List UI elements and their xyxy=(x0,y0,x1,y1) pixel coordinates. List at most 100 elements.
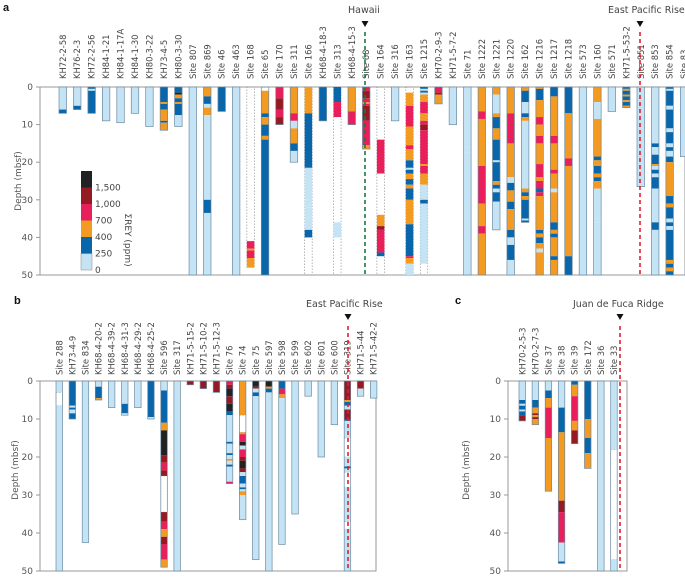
core-outline xyxy=(174,86,183,127)
core-column: Site 1220 xyxy=(506,39,516,276)
site-label: KH71-5-12-3 xyxy=(211,322,221,375)
site-label: Site 599 xyxy=(290,340,300,375)
legend-swatch xyxy=(80,253,93,271)
core-segment xyxy=(261,90,269,114)
core-outline xyxy=(463,86,472,276)
core-segment xyxy=(521,117,529,121)
core-column: Site 317 xyxy=(172,340,182,572)
core-segment xyxy=(95,386,102,399)
core-segment xyxy=(558,542,565,562)
marker-arrow-icon xyxy=(616,314,624,320)
core-segment xyxy=(160,103,168,110)
site-label: Site 160 xyxy=(592,44,602,79)
core-segment xyxy=(571,381,578,385)
core-outline xyxy=(564,86,573,276)
core-segment xyxy=(506,113,515,144)
core-segment xyxy=(265,388,273,393)
core-segment xyxy=(362,105,370,121)
site-label: Site 76 xyxy=(225,346,235,375)
y-tick-label: 30 xyxy=(22,491,34,501)
core-outline xyxy=(317,380,325,458)
core-segment xyxy=(160,512,168,522)
site-label: KH68-4-15-3 xyxy=(347,26,357,79)
core-segment xyxy=(665,90,674,106)
core-segment xyxy=(239,491,246,495)
core-segment xyxy=(593,222,602,275)
core-segment xyxy=(593,181,602,189)
core-segment xyxy=(492,184,500,189)
core-segment xyxy=(420,203,428,264)
core-segment xyxy=(304,207,313,230)
core-segment xyxy=(69,405,76,408)
core-segment xyxy=(535,181,544,189)
core-segment xyxy=(665,143,674,148)
y-tick-label: 20 xyxy=(490,453,502,463)
core-segment xyxy=(532,413,539,416)
core-outline xyxy=(665,86,674,276)
core-segment xyxy=(116,87,125,123)
core-segment xyxy=(420,130,428,165)
core-segment xyxy=(519,411,526,416)
core-segment xyxy=(558,381,565,408)
core-unsampled-outline xyxy=(246,86,255,268)
core-segment xyxy=(519,405,526,410)
core-outline xyxy=(330,380,338,426)
core-column: Site 162 xyxy=(520,44,530,223)
site-label: Site 168 xyxy=(246,44,256,79)
core-segment xyxy=(506,237,515,245)
core-segment xyxy=(261,113,269,118)
site-label: KH72-2-56 xyxy=(87,35,97,79)
marker-arrow-icon xyxy=(636,21,644,27)
core-segment xyxy=(492,160,500,163)
core-segment xyxy=(226,388,233,397)
core-segment xyxy=(506,209,515,230)
core-column: Site 600 xyxy=(329,340,339,426)
panel-c-letter: c xyxy=(455,295,461,307)
core-segment xyxy=(593,173,602,178)
site-label: KH84-1-30 xyxy=(130,35,140,79)
site-label: Site 317 xyxy=(172,340,182,375)
core-segment xyxy=(608,87,616,112)
core-segment xyxy=(174,87,183,93)
site-label: Site 1218 xyxy=(564,39,574,79)
core-segment xyxy=(550,229,558,234)
core-segment xyxy=(405,263,414,275)
core-column: Site 853 xyxy=(650,44,660,276)
core-segment xyxy=(376,214,385,227)
core-segment xyxy=(261,139,269,275)
core-segment xyxy=(519,415,526,421)
core-column: KH71-5-10-2 xyxy=(198,322,208,389)
core-segment xyxy=(56,405,63,571)
core-segment xyxy=(535,252,544,275)
y-tick-label: 50 xyxy=(490,567,502,577)
core-segment xyxy=(665,132,674,144)
core-segment xyxy=(521,218,529,221)
core-segment xyxy=(651,173,659,178)
core-segment xyxy=(564,113,573,159)
site-label: Site 68 xyxy=(361,50,371,79)
core-segment xyxy=(558,432,565,501)
core-segment xyxy=(362,145,370,150)
core-segment xyxy=(239,449,246,457)
core-segment xyxy=(519,400,526,404)
core-segment xyxy=(492,113,500,118)
core-segment xyxy=(318,381,325,457)
core-segment xyxy=(651,147,659,155)
site-label: KH68-4-20-2 xyxy=(94,322,104,375)
core-segment xyxy=(291,381,299,514)
core-segment xyxy=(622,94,631,97)
core-segment xyxy=(376,226,385,230)
core-segment xyxy=(239,468,246,473)
core-segment xyxy=(344,400,351,402)
core-segment xyxy=(239,441,246,446)
core-segment xyxy=(637,87,645,187)
core-outline xyxy=(188,86,197,276)
core-segment xyxy=(290,113,298,121)
core-segment xyxy=(304,167,313,200)
core-segment xyxy=(121,413,128,416)
core-segment xyxy=(532,407,539,414)
plot-frame xyxy=(507,380,628,572)
core-column: Site 288 xyxy=(54,340,64,572)
core-segment xyxy=(376,139,385,174)
